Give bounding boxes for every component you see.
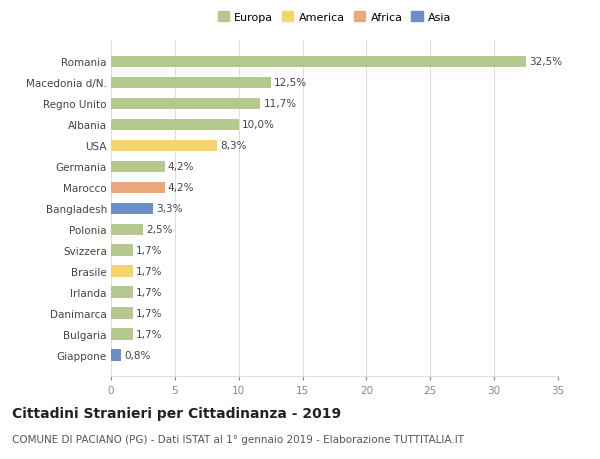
Bar bbox=[111, 224, 143, 235]
Bar bbox=[111, 119, 239, 131]
Text: 8,3%: 8,3% bbox=[220, 141, 247, 151]
Text: 32,5%: 32,5% bbox=[529, 57, 562, 67]
Bar bbox=[111, 350, 121, 361]
Bar bbox=[111, 56, 526, 68]
Bar bbox=[111, 98, 260, 110]
Text: 10,0%: 10,0% bbox=[242, 120, 275, 130]
Text: 1,7%: 1,7% bbox=[136, 267, 163, 277]
Text: 1,7%: 1,7% bbox=[136, 288, 163, 297]
Bar bbox=[111, 287, 133, 298]
Text: 4,2%: 4,2% bbox=[168, 183, 194, 193]
Bar bbox=[111, 161, 164, 173]
Bar bbox=[111, 329, 133, 340]
Text: 12,5%: 12,5% bbox=[274, 78, 307, 88]
Legend: Europa, America, Africa, Asia: Europa, America, Africa, Asia bbox=[215, 10, 454, 25]
Bar bbox=[111, 182, 164, 194]
Text: 11,7%: 11,7% bbox=[263, 99, 297, 109]
Bar bbox=[111, 78, 271, 89]
Text: 1,7%: 1,7% bbox=[136, 246, 163, 256]
Text: 4,2%: 4,2% bbox=[168, 162, 194, 172]
Text: COMUNE DI PACIANO (PG) - Dati ISTAT al 1° gennaio 2019 - Elaborazione TUTTITALIA: COMUNE DI PACIANO (PG) - Dati ISTAT al 1… bbox=[12, 434, 464, 444]
Text: Cittadini Stranieri per Cittadinanza - 2019: Cittadini Stranieri per Cittadinanza - 2… bbox=[12, 406, 341, 420]
Bar bbox=[111, 308, 133, 319]
Bar bbox=[111, 140, 217, 152]
Text: 3,3%: 3,3% bbox=[157, 204, 183, 214]
Bar bbox=[111, 203, 153, 215]
Text: 0,8%: 0,8% bbox=[124, 350, 151, 360]
Bar bbox=[111, 245, 133, 257]
Text: 1,7%: 1,7% bbox=[136, 330, 163, 340]
Text: 1,7%: 1,7% bbox=[136, 308, 163, 319]
Bar bbox=[111, 266, 133, 277]
Text: 2,5%: 2,5% bbox=[146, 225, 173, 235]
